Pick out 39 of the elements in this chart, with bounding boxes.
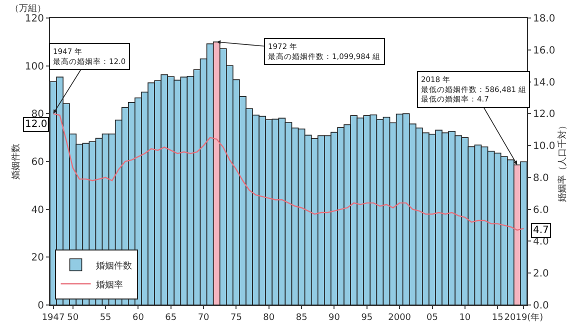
- x-tick-label: 80: [263, 312, 275, 323]
- y-tick-label: 120: [24, 14, 44, 24]
- x-tick-label: 75: [230, 312, 242, 323]
- y2-tick-label: 16.0: [533, 45, 556, 56]
- legend-label: 婚姻率: [96, 279, 123, 290]
- x-tick-label: 95: [361, 312, 373, 323]
- x-tick-label: 10: [459, 312, 471, 323]
- data-label: 4.7: [533, 225, 549, 236]
- x-tick-label: 90: [328, 312, 340, 323]
- y2-tick-label: 14.0: [533, 77, 556, 88]
- legend-label: 婚姻件数: [96, 260, 132, 272]
- y-tick-label: 20: [31, 252, 44, 264]
- y-tick-label: 100: [24, 61, 44, 72]
- x-tick-label: 2000: [388, 312, 412, 323]
- x-tick-label: 55: [100, 312, 112, 323]
- text: （万組）: [10, 4, 46, 14]
- x-tick-label: 15: [492, 312, 504, 323]
- y2-tick-label: 8.0: [533, 172, 549, 184]
- x-tick-label: 05: [426, 312, 438, 323]
- y-tick-label: 60: [31, 157, 44, 168]
- y2-tick-label: 6.0: [533, 204, 549, 216]
- x-tick-label: 2019(年): [504, 312, 544, 323]
- y2-tick-label: 12.0: [533, 109, 556, 120]
- x-tick-label: 50: [67, 312, 79, 323]
- y2-tick-label: 2.0: [533, 268, 549, 280]
- y-tick-label: 80: [31, 109, 44, 120]
- data-label: 12.0: [25, 119, 48, 130]
- y2-tick-label: 0.0: [533, 300, 549, 312]
- y-axis-title: 婚姻件数: [10, 144, 22, 180]
- y-tick-label: 40: [31, 204, 44, 216]
- x-tick-label: 60: [132, 312, 144, 323]
- x-tick-label: 1947: [42, 312, 65, 323]
- x-tick-label: 85: [296, 312, 308, 323]
- y2-tick-label: 18.0: [533, 14, 556, 24]
- x-tick-label: 65: [165, 312, 177, 323]
- y-tick-label: 0: [38, 300, 44, 312]
- x-tick-label: 70: [198, 312, 210, 323]
- y2-tick-label: 10.0: [533, 141, 556, 152]
- y2-axis-title: 婚姻率（人口千対）: [557, 121, 568, 202]
